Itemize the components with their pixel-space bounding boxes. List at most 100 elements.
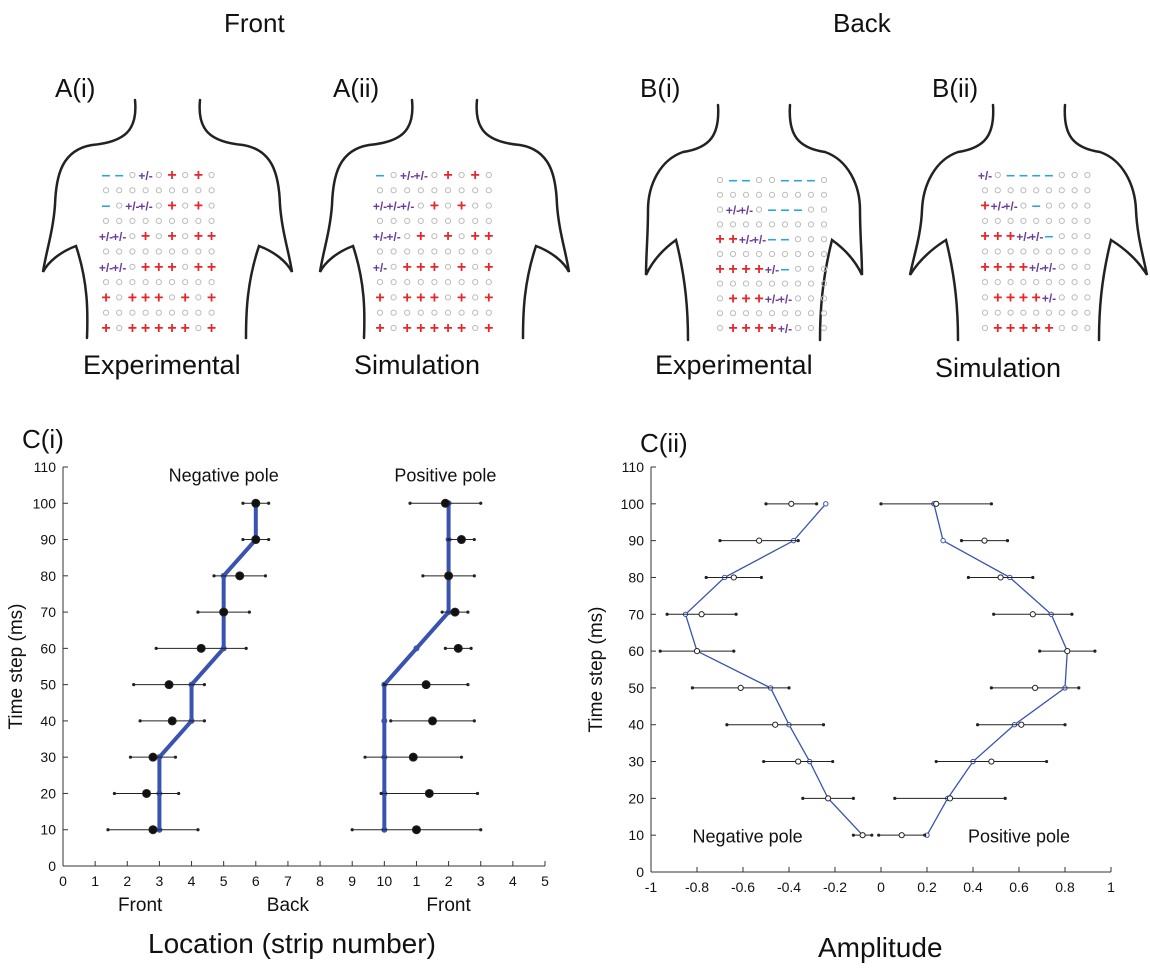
electrode-open bbox=[155, 233, 162, 240]
electrode-both: +/- bbox=[373, 200, 387, 214]
electrode-open bbox=[485, 279, 492, 286]
electrode-open bbox=[1033, 187, 1040, 194]
experimental-mean-point bbox=[219, 607, 229, 617]
electrode-open bbox=[1058, 187, 1065, 194]
electrode-open bbox=[404, 217, 411, 224]
electrode-both: +/- bbox=[752, 233, 766, 247]
model-point bbox=[786, 722, 792, 728]
electrode-both: +/- bbox=[386, 230, 400, 244]
model-point bbox=[1064, 648, 1071, 654]
electrode-open bbox=[755, 191, 763, 198]
electrode-open bbox=[417, 217, 424, 224]
experimental-mean-point bbox=[772, 721, 779, 728]
electrode-grid-b-i: – – – – –+/-+/- – – –+ + +/-+/- – –+ + + + +/- –+ + + +/-+/… bbox=[715, 172, 828, 337]
electrode-open bbox=[155, 187, 162, 194]
electrode-open bbox=[1033, 217, 1040, 224]
electrode-open bbox=[168, 279, 176, 286]
error-bar-cap bbox=[732, 649, 736, 653]
electrode-open bbox=[458, 309, 465, 316]
y-tick-label: 40 bbox=[40, 713, 56, 729]
electrode-open bbox=[716, 280, 724, 287]
electrode-positive: + bbox=[141, 289, 150, 306]
error-bar-cap bbox=[212, 574, 216, 578]
electrode-open bbox=[444, 187, 452, 194]
electrode-open bbox=[208, 187, 215, 194]
electrode-open bbox=[142, 309, 149, 316]
electrode-open bbox=[981, 294, 989, 301]
electrode-open bbox=[1058, 217, 1065, 224]
error-bar-cap bbox=[382, 683, 386, 687]
model-point bbox=[445, 609, 452, 616]
x-tick-label: -0.8 bbox=[685, 879, 709, 895]
experimental-mean-point bbox=[456, 535, 466, 545]
experimental-mean-point bbox=[988, 758, 995, 765]
electrode-open bbox=[1020, 202, 1027, 209]
x-tick-label: 1 bbox=[413, 873, 421, 889]
model-point bbox=[1048, 611, 1054, 617]
electrode-open bbox=[716, 310, 724, 317]
electrode-open bbox=[431, 233, 438, 240]
electrode-open bbox=[742, 191, 750, 198]
electrode-open bbox=[994, 187, 1001, 194]
x-group-label: Back bbox=[267, 895, 310, 916]
error-bar-cap bbox=[263, 574, 268, 578]
electrode-positive: + bbox=[207, 320, 216, 337]
series-annotation: Negative pole bbox=[169, 466, 279, 486]
electrode-open bbox=[195, 187, 202, 194]
electrode-positive: + bbox=[728, 290, 737, 307]
electrode-open bbox=[1071, 279, 1078, 286]
electrode-negative: – bbox=[102, 167, 111, 184]
electrode-both: +/- bbox=[739, 233, 753, 247]
electrode-positive: + bbox=[207, 259, 216, 276]
electrode-open bbox=[444, 294, 452, 301]
electrode-open bbox=[444, 202, 452, 209]
electrode-positive: + bbox=[715, 231, 724, 248]
electrode-negative: – bbox=[742, 172, 751, 189]
electrode-open bbox=[1007, 279, 1014, 286]
electrode-open bbox=[195, 309, 202, 316]
electrode-positive: + bbox=[403, 320, 412, 337]
electrode-open bbox=[182, 202, 189, 209]
x-tick-label: 4 bbox=[509, 873, 517, 889]
experimental-mean-point bbox=[196, 643, 206, 653]
electrode-open bbox=[742, 221, 750, 228]
electrode-open bbox=[129, 263, 136, 270]
electrode-open bbox=[1045, 187, 1053, 194]
model-point bbox=[1062, 685, 1068, 691]
electrode-open bbox=[458, 279, 465, 286]
electrode-positive: + bbox=[1032, 320, 1041, 337]
electrode-open bbox=[1071, 217, 1078, 224]
electrode-open bbox=[404, 187, 411, 194]
electrode-negative: – bbox=[1032, 167, 1041, 184]
panel-label-a-i: A(i) bbox=[55, 73, 96, 103]
electrode-open bbox=[755, 176, 763, 184]
electrode-negative: – bbox=[1019, 167, 1028, 184]
x-tick-label: -0.6 bbox=[731, 879, 755, 895]
x-tick-label: 2 bbox=[123, 873, 131, 889]
model-point bbox=[1007, 574, 1013, 581]
electrode-positive: + bbox=[443, 167, 452, 184]
back-header: Back bbox=[833, 8, 891, 38]
electrode-open bbox=[102, 248, 110, 255]
electrode-open bbox=[195, 279, 202, 286]
electrode-open bbox=[755, 310, 763, 317]
error-bar-cap bbox=[718, 539, 722, 543]
model-point bbox=[156, 754, 163, 761]
electrode-open bbox=[716, 176, 724, 184]
electrode-open bbox=[981, 248, 989, 255]
electrode-open bbox=[404, 309, 411, 316]
electrode-open bbox=[794, 236, 802, 243]
electrode-open bbox=[1071, 171, 1078, 179]
model-point bbox=[381, 790, 388, 797]
error-bar-cap bbox=[154, 646, 158, 650]
electrode-open bbox=[1084, 171, 1091, 179]
error-bar-cap bbox=[459, 755, 464, 759]
electrode-negative: – bbox=[768, 202, 777, 219]
error-bar-cap bbox=[851, 833, 856, 837]
y-tick-label: 70 bbox=[40, 604, 56, 620]
electrode-open bbox=[1084, 309, 1091, 316]
experimental-mean-point bbox=[444, 571, 454, 581]
electrode-positive: + bbox=[101, 289, 110, 306]
model-point bbox=[970, 758, 976, 765]
